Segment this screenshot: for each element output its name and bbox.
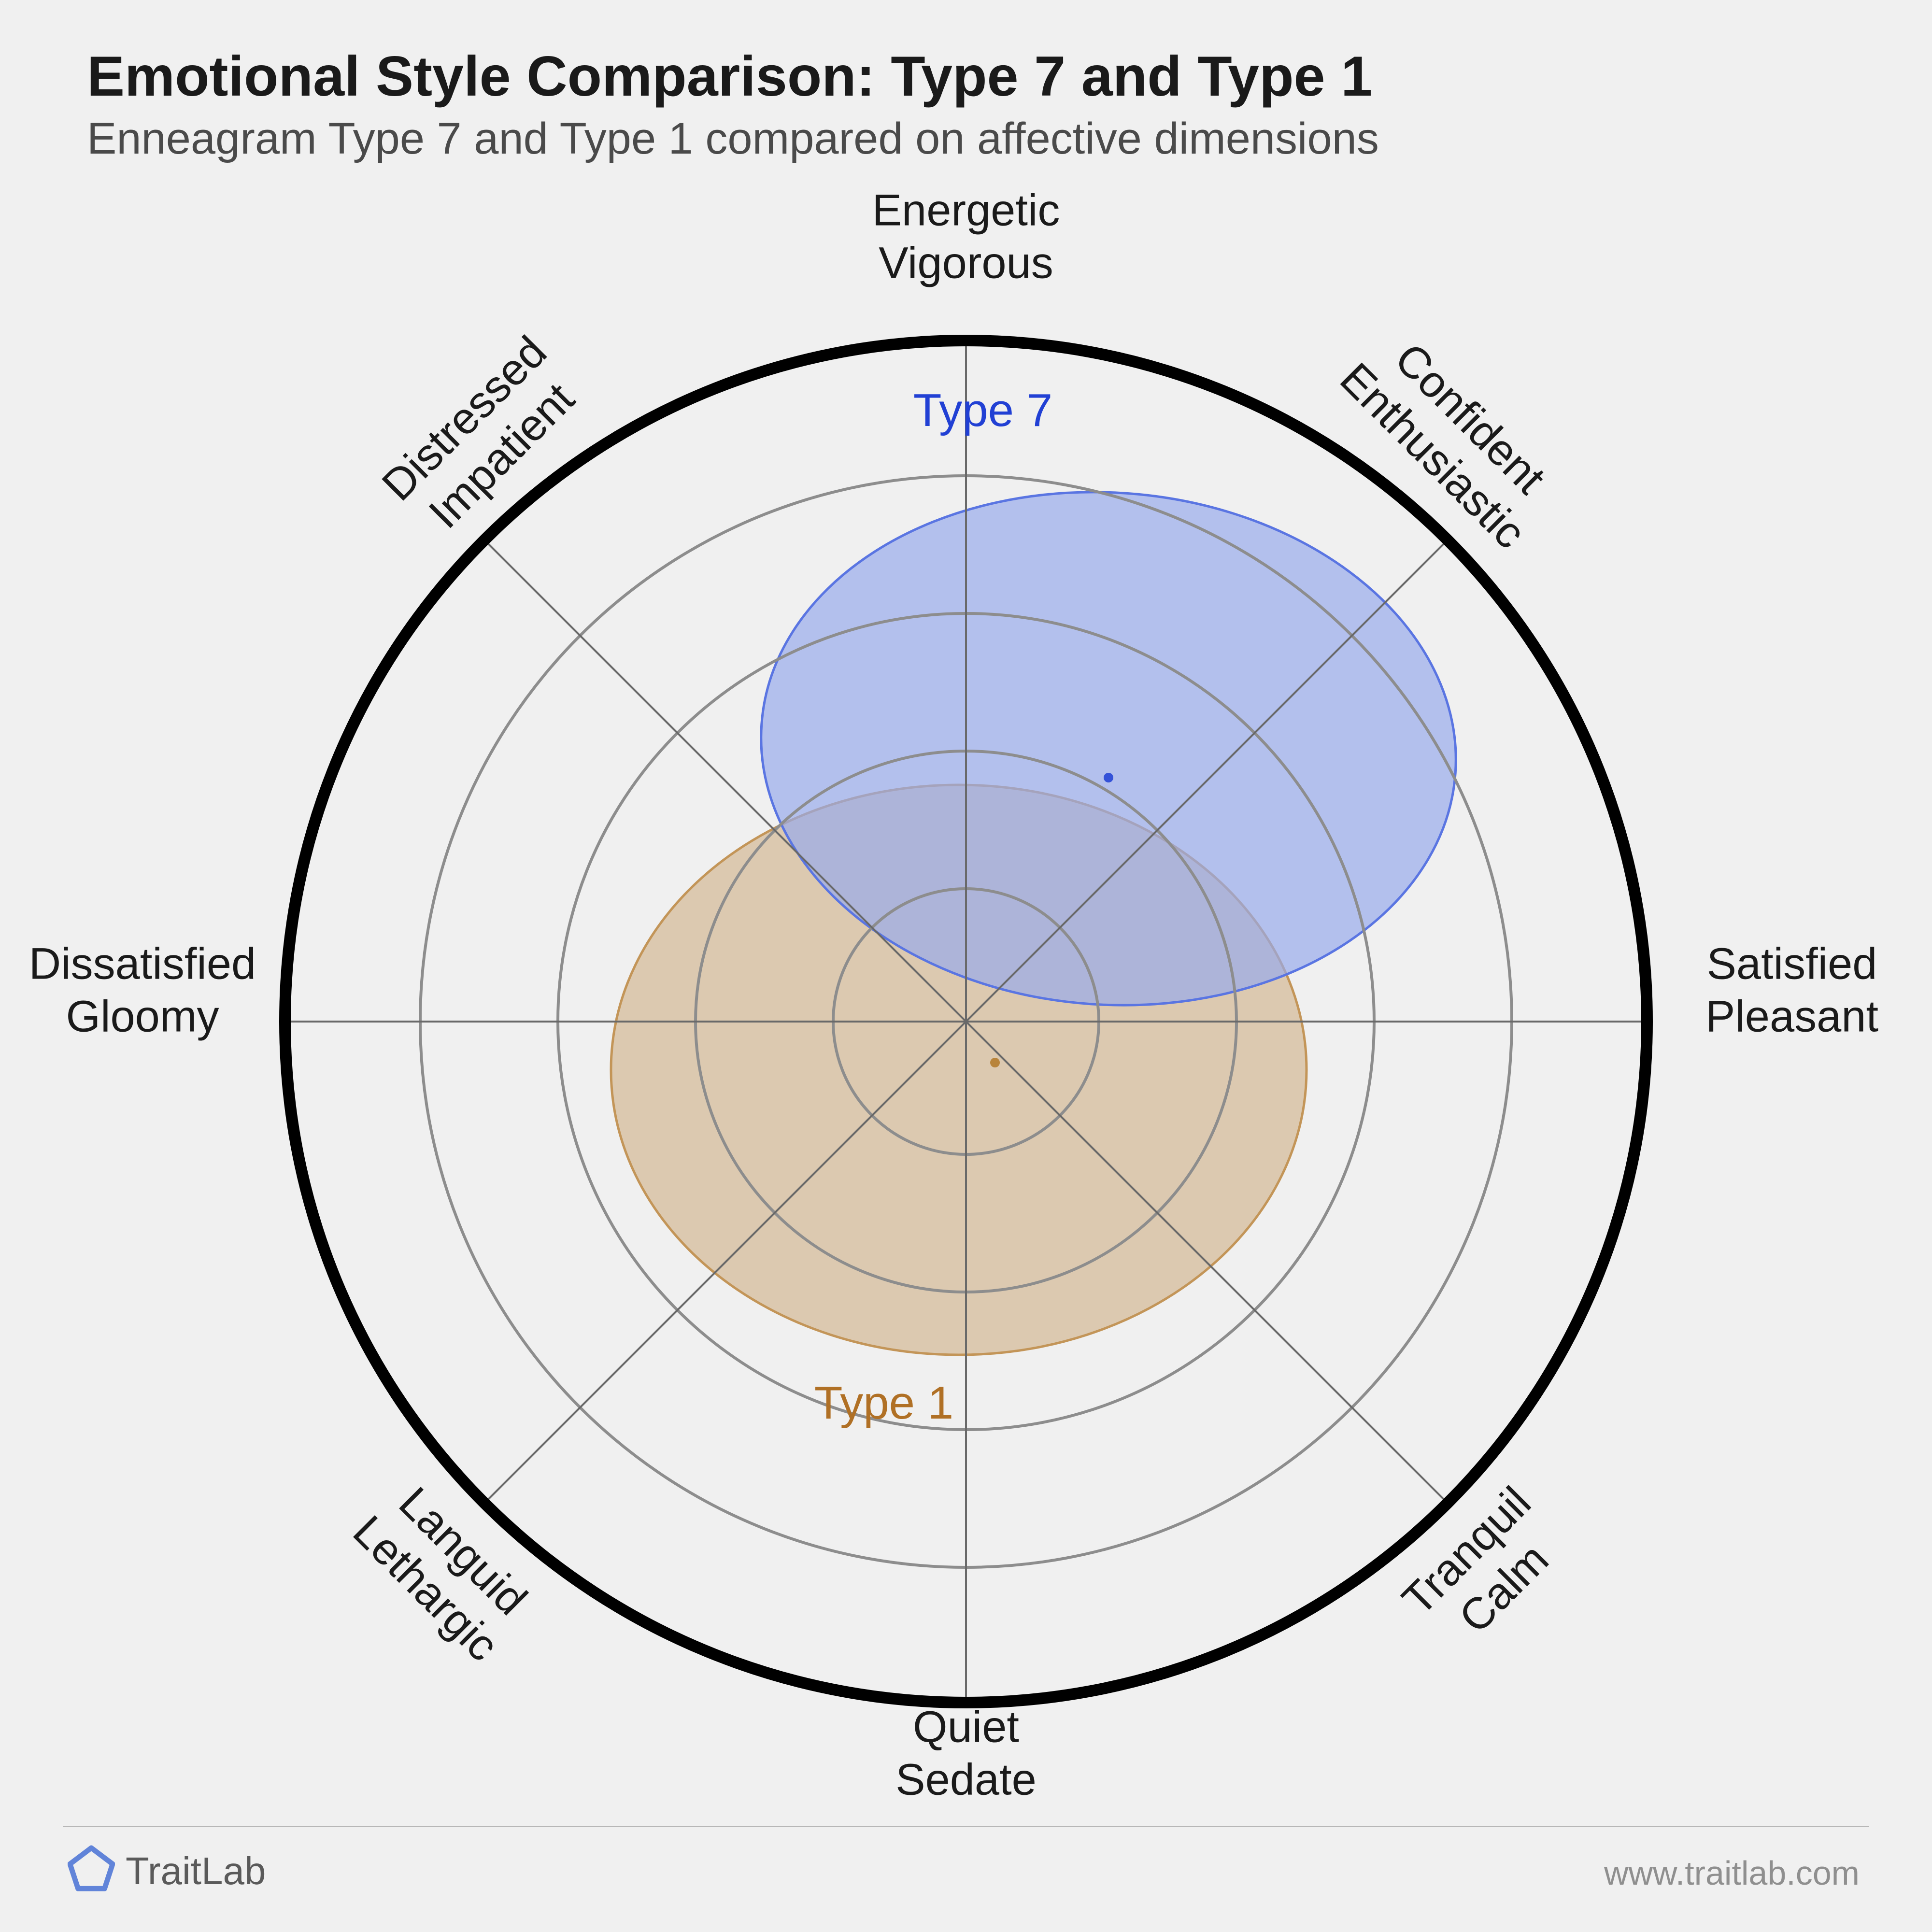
radial-chart	[0, 0, 1932, 1932]
series-label: Type 1	[814, 1377, 953, 1430]
footer-divider	[63, 1826, 1869, 1827]
axis-label: QuietSedate	[895, 1701, 1037, 1805]
axis-label: EnergeticVigorous	[872, 184, 1060, 289]
axis-label: DissatisfiedGloomy	[29, 938, 256, 1042]
footer-brand-text: TraitLab	[126, 1849, 266, 1893]
series-label: Type 7	[913, 384, 1052, 437]
chart-root: Emotional Style Comparison: Type 7 and T…	[0, 0, 1932, 1932]
footer-url-text: www.traitlab.com	[1604, 1854, 1860, 1892]
axis-label: SatisfiedPleasant	[1705, 938, 1878, 1042]
pentagon-logo-icon	[68, 1845, 115, 1895]
